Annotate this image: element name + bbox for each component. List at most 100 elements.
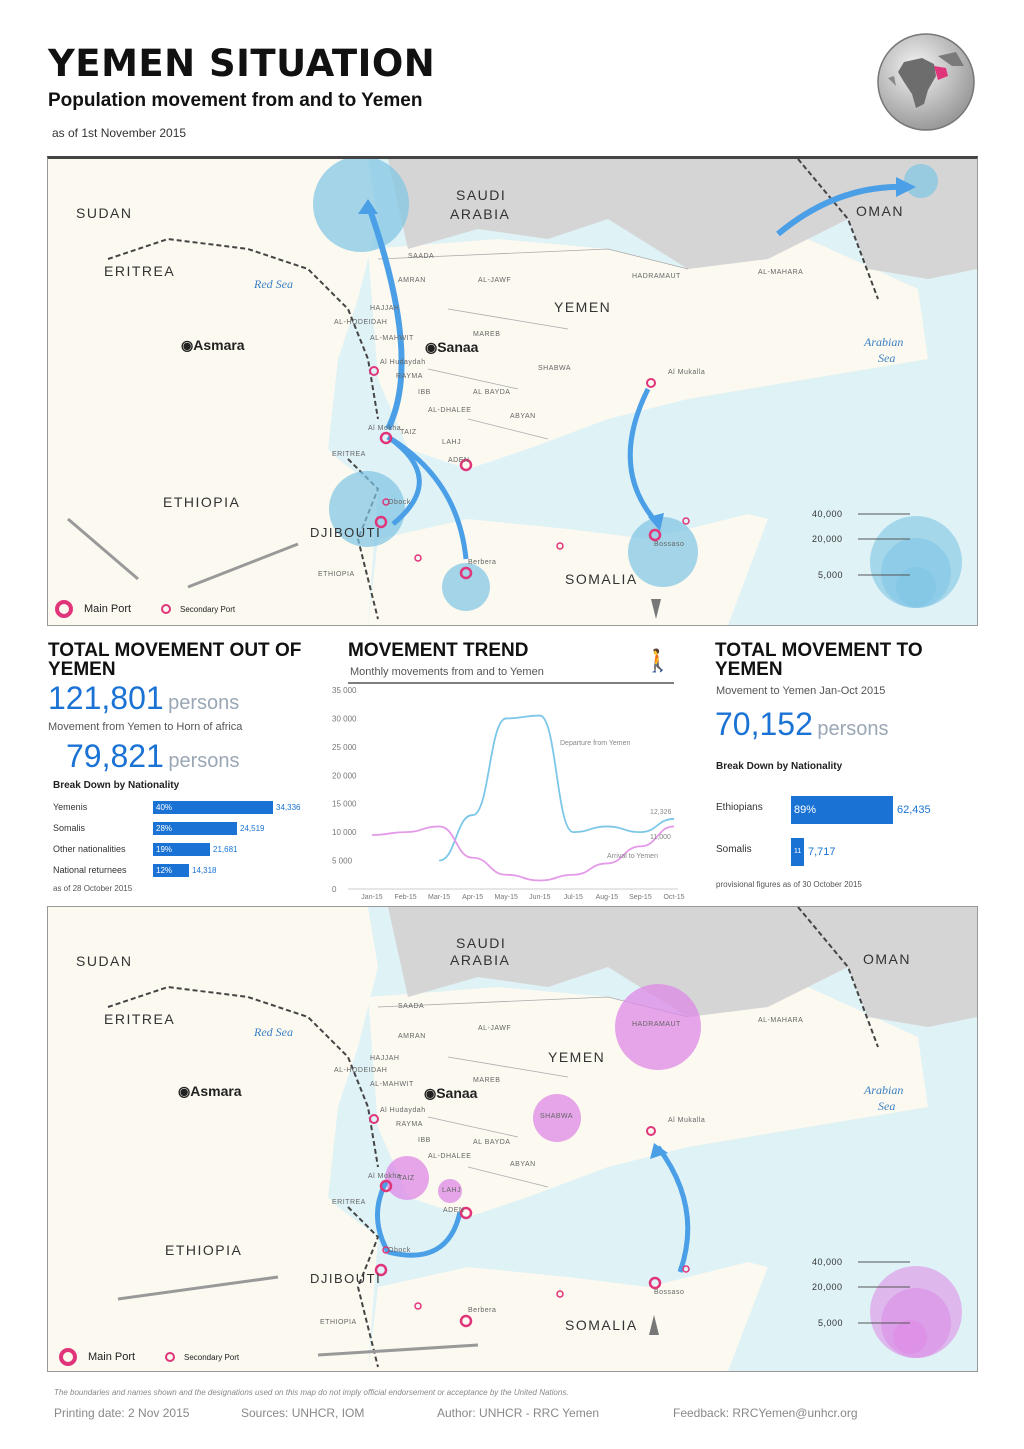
- y-tick-label: 0: [332, 885, 337, 894]
- footer-sources: Sources: UNHCR, IOM: [241, 1406, 365, 1420]
- in-row-value: 62,435: [897, 804, 931, 816]
- bubble-hadramaut-arrivals: [615, 984, 701, 1070]
- gov-al-hodeidah-2: AL-HODEIDAH: [334, 1067, 388, 1074]
- map-out-base: [48, 159, 977, 625]
- port-obock-2: Obock: [388, 1247, 411, 1254]
- gov-ibb-2: IBB: [418, 1137, 431, 1144]
- gov-marib-2: MAREB: [473, 1077, 501, 1084]
- out-total-unit: persons: [168, 692, 240, 714]
- city-asmara-2: ◉Asmara: [178, 1083, 242, 1099]
- gov-raymah: RAYMA: [396, 373, 423, 380]
- gov-al-bayda-2: AL BAYDA: [473, 1139, 511, 1146]
- series-departure-line: [438, 714, 675, 862]
- gov-hajjah-2: HAJJAH: [370, 1055, 400, 1062]
- footer-feedback: Feedback: RRCYemen@unhcr.org: [673, 1406, 858, 1420]
- gov-shabwa: SHABWA: [538, 365, 572, 372]
- bubble-saudi-departures: [313, 159, 409, 252]
- gov-lahj-2: LAHJ: [442, 1187, 462, 1194]
- out-row-label: Yemenis: [53, 802, 88, 812]
- out-row-label: Other nationalities: [53, 844, 126, 854]
- y-tick-label: 25 000: [332, 743, 357, 752]
- legend-main-port-2: Main Port: [88, 1351, 136, 1363]
- out-horn-label: Movement from Yemen to Horn of africa: [48, 721, 243, 733]
- gov-saada: SAADA: [408, 253, 435, 260]
- footer-printing-date: Printing date: 2 Nov 2015: [54, 1406, 190, 1420]
- in-breakdown-title: Break Down by Nationality: [716, 761, 843, 772]
- label-arabian-1-2: Arabian: [864, 1083, 904, 1097]
- gov-raymah-2: RAYMA: [396, 1121, 423, 1128]
- gov-taiz: TAIZ: [400, 429, 417, 436]
- out-row-bar: 28%: [153, 822, 237, 835]
- gov-hadramaut: HADRAMAUT: [632, 273, 681, 280]
- bubble-berbera-departures: [442, 563, 490, 611]
- out-total-value: 121,801: [48, 680, 164, 716]
- gov-marib: MAREB: [473, 331, 501, 338]
- out-horn-total-unit: persons: [168, 750, 240, 772]
- in-row-bar: 89%: [791, 796, 893, 824]
- label-ethiopia-small-2: ETHIOPIA: [320, 1319, 357, 1326]
- series-arrival-line: [371, 825, 675, 882]
- y-tick-label: 10 000: [332, 828, 357, 837]
- in-row-value: 7,717: [808, 846, 836, 858]
- map-movement-in: SUDAN SAUDI ARABIA OMAN ERITREA YEMEN ET…: [47, 906, 978, 1372]
- label-red-sea: Red Sea: [254, 277, 293, 291]
- port-al-mokha: Al Mokha: [368, 425, 402, 432]
- trend-heading: MOVEMENT TREND: [348, 640, 529, 661]
- label-red-sea-2: Red Sea: [254, 1025, 293, 1039]
- end-label-departure: 12,326: [650, 809, 672, 816]
- out-row-value: 14,318: [192, 866, 217, 875]
- port-berbera-2: Berbera: [468, 1307, 497, 1314]
- label-arabian-1: Arabian: [864, 335, 904, 349]
- label-ethiopia-small: ETHIOPIA: [318, 571, 355, 578]
- gov-abyan: ABYAN: [510, 413, 536, 420]
- out-row-value: 24,519: [240, 824, 265, 833]
- legend-secondary-port: Secondary Port: [180, 605, 236, 614]
- x-tick-label: Jan-15: [361, 894, 383, 901]
- legend-secondary-port-2: Secondary Port: [184, 1353, 240, 1362]
- label-eritrea: ERITREA: [104, 263, 176, 279]
- port-bossaso-2: Bossaso: [654, 1289, 685, 1296]
- city-sanaa: ◉Sanaa: [425, 339, 479, 355]
- page-subtitle: Population movement from and to Yemen: [48, 90, 423, 111]
- label-saudi-1: SAUDI: [456, 187, 507, 203]
- in-row-label: Somalis: [716, 844, 752, 855]
- label-saudi-2-2: ARABIA: [450, 952, 511, 968]
- x-tick-label: Oct-15: [663, 894, 684, 901]
- out-row-value: 34,336: [276, 803, 301, 812]
- x-tick-label: Sep-15: [629, 894, 652, 901]
- label-yemen-2: YEMEN: [548, 1049, 606, 1065]
- gov-al-hodeidah: AL-HODEIDAH: [334, 319, 388, 326]
- city-asmara: ◉Asmara: [181, 337, 245, 353]
- gov-amran-2: AMRAN: [398, 1033, 426, 1040]
- scale-label-40000-2: 40,000: [812, 1257, 843, 1267]
- as-of-date: as of 1st November 2015: [52, 126, 187, 140]
- x-tick-label: Apr-15: [462, 894, 483, 901]
- gov-al-bayda: AL BAYDA: [473, 389, 511, 396]
- gov-shabwa-2: SHABWA: [540, 1113, 574, 1120]
- port-obock: Obock: [388, 499, 411, 506]
- in-heading: TOTAL MOVEMENT TO YEMEN: [715, 640, 923, 680]
- scale-label-40000: 40,000: [812, 509, 843, 519]
- label-oman-2: OMAN: [863, 951, 911, 967]
- label-arabian-2-2: Sea: [878, 1099, 896, 1113]
- scale-label-20000-2: 20,000: [812, 1282, 843, 1292]
- port-al-mokha-2: Al Mokha: [368, 1173, 402, 1180]
- out-row-bar: 19%: [153, 843, 210, 856]
- out-horn-total-value: 79,821: [66, 738, 164, 774]
- gov-al-mahara-2: AL-MAHARA: [758, 1017, 804, 1024]
- gov-al-mahwit: AL-MAHWIT: [370, 335, 414, 342]
- end-label-arrival: 11,000: [650, 834, 671, 841]
- y-tick-label: 35 000: [332, 686, 357, 695]
- in-note: provisional figures as of 30 October 201…: [716, 880, 862, 889]
- gov-amran: AMRAN: [398, 277, 426, 284]
- out-heading: TOTAL MOVEMENT OUT OF YEMEN: [48, 640, 302, 680]
- x-tick-label: May-15: [495, 894, 518, 901]
- city-sanaa-2: ◉Sanaa: [424, 1085, 478, 1101]
- gov-al-mahara: AL-MAHARA: [758, 269, 804, 276]
- gov-ibb: IBB: [418, 389, 431, 396]
- label-sudan-2: SUDAN: [76, 953, 133, 969]
- label-sudan: SUDAN: [76, 205, 133, 221]
- scale-label-5000: 5,000: [818, 570, 844, 580]
- port-al-hudaydah: Al Hudaydah: [380, 359, 426, 366]
- x-tick-label: Jul-15: [564, 894, 583, 901]
